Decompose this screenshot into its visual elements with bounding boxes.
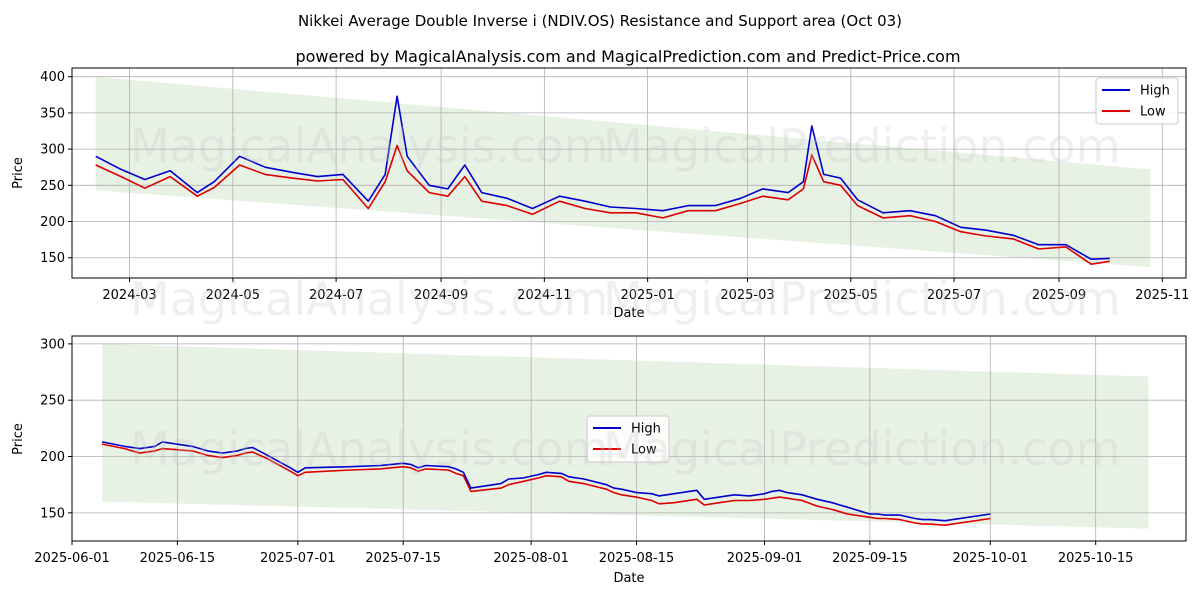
chart-1-y-axis-title: Price bbox=[11, 157, 26, 189]
chart-1-x-tick-label: 2025-11 bbox=[1135, 288, 1189, 303]
chart-2-x-tick-label: 2025-06-15 bbox=[140, 551, 216, 566]
watermark-left-top: MagicalAnalysis.com bbox=[130, 119, 609, 173]
chart-2-y-axis-title: Price bbox=[11, 423, 26, 455]
chart-2-x-tick-label: 2025-10-01 bbox=[953, 551, 1029, 566]
watermark-right-top: MagicalPrediction.com bbox=[603, 119, 1121, 173]
chart-2-x-tick-label: 2025-07-01 bbox=[260, 551, 336, 566]
chart-2-y-tick-label: 200 bbox=[40, 450, 65, 465]
chart-1-x-tick-label: 2024-11 bbox=[517, 288, 571, 303]
chart-1-legend-label-low: Low bbox=[1140, 105, 1166, 120]
top-chart-panel: 2024-03 2024-05 2024-07 2024-09 2024-11 2025-… bbox=[11, 67, 1189, 321]
chart-2-legend-label-low: Low bbox=[631, 443, 657, 458]
chart-2-x-tick-label: 2025-08-01 bbox=[493, 551, 569, 566]
chart-1-y-tick-label: 200 bbox=[40, 215, 65, 230]
chart-2-y-tick-label: 150 bbox=[40, 506, 65, 521]
chart-1-y-tick-label: 250 bbox=[40, 179, 65, 194]
chart-1-x-tick-label: 2024-05 bbox=[206, 288, 260, 303]
chart-1-support-resistance-band bbox=[95, 76, 1151, 268]
chart-2-x-tick-label: 2025-09-15 bbox=[832, 551, 908, 566]
chart-1-x-tick-label: 2024-07 bbox=[309, 288, 363, 303]
chart-1-x-tick-label: 2025-07 bbox=[927, 288, 981, 303]
chart-1-x-axis-title: Date bbox=[613, 306, 644, 321]
chart-2-x-tick-label: 2025-08-15 bbox=[599, 551, 675, 566]
chart-1-low-series-line bbox=[95, 144, 1110, 265]
chart-2-low-series-line bbox=[101, 443, 991, 526]
watermark-right-mid: MagicalPrediction.com bbox=[603, 272, 1121, 326]
chart-2-y-tick-label: 250 bbox=[40, 394, 65, 409]
chart-1-high-series-line bbox=[95, 95, 1110, 260]
watermark-right-bottom: MagicalPrediction.com bbox=[603, 422, 1121, 476]
watermark-left-mid: MagicalAnalysis.com bbox=[130, 272, 609, 326]
chart-1-x-tick-label: 2025-01 bbox=[620, 288, 674, 303]
chart-2-x-tick-label: 2025-09-01 bbox=[727, 551, 803, 566]
chart-2-plot-frame bbox=[71, 335, 1187, 542]
chart-2-legend: High Low bbox=[586, 415, 670, 463]
chart-subtitle: powered by MagicalAnalysis.com and Magic… bbox=[295, 47, 960, 66]
chart-1-x-tick-label: 2025-03 bbox=[720, 288, 774, 303]
chart-2-high-series-line bbox=[101, 441, 991, 522]
chart-2-x-axis-title: Date bbox=[613, 571, 644, 586]
chart-title: Nikkei Average Double Inverse i (NDIV.OS… bbox=[298, 12, 902, 30]
chart-1-x-tick-label: 2024-09 bbox=[414, 288, 468, 303]
bottom-chart-panel: 2025-06-01 2025-06-15 2025-07-01 2025-07-15… bbox=[11, 335, 1187, 586]
chart-1-y-tick-label: 150 bbox=[40, 251, 65, 266]
chart-2-x-tick-label: 2025-07-15 bbox=[365, 551, 441, 566]
chart-2-legend-label-high: High bbox=[631, 422, 661, 437]
watermark-left-bottom: MagicalAnalysis.com bbox=[130, 422, 609, 476]
chart-1-plot-frame bbox=[71, 67, 1187, 279]
chart-1-y-tick-label: 300 bbox=[40, 143, 65, 158]
chart-2-x-tick-label: 2025-06-01 bbox=[34, 551, 110, 566]
chart-2-x-tick-label: 2025-10-15 bbox=[1058, 551, 1134, 566]
chart-1-x-tick-label: 2025-09 bbox=[1032, 288, 1086, 303]
chart-1-legend-label-high: High bbox=[1140, 84, 1170, 99]
chart-1-x-tick-label: 2024-03 bbox=[102, 288, 156, 303]
chart-1-x-tick-label: 2025-05 bbox=[824, 288, 878, 303]
chart-1-legend: High Low bbox=[1095, 77, 1179, 125]
chart-2-y-tick-label: 300 bbox=[40, 337, 65, 352]
chart-1-y-tick-label: 350 bbox=[40, 106, 65, 121]
chart-1-y-tick-label: 400 bbox=[40, 70, 65, 85]
